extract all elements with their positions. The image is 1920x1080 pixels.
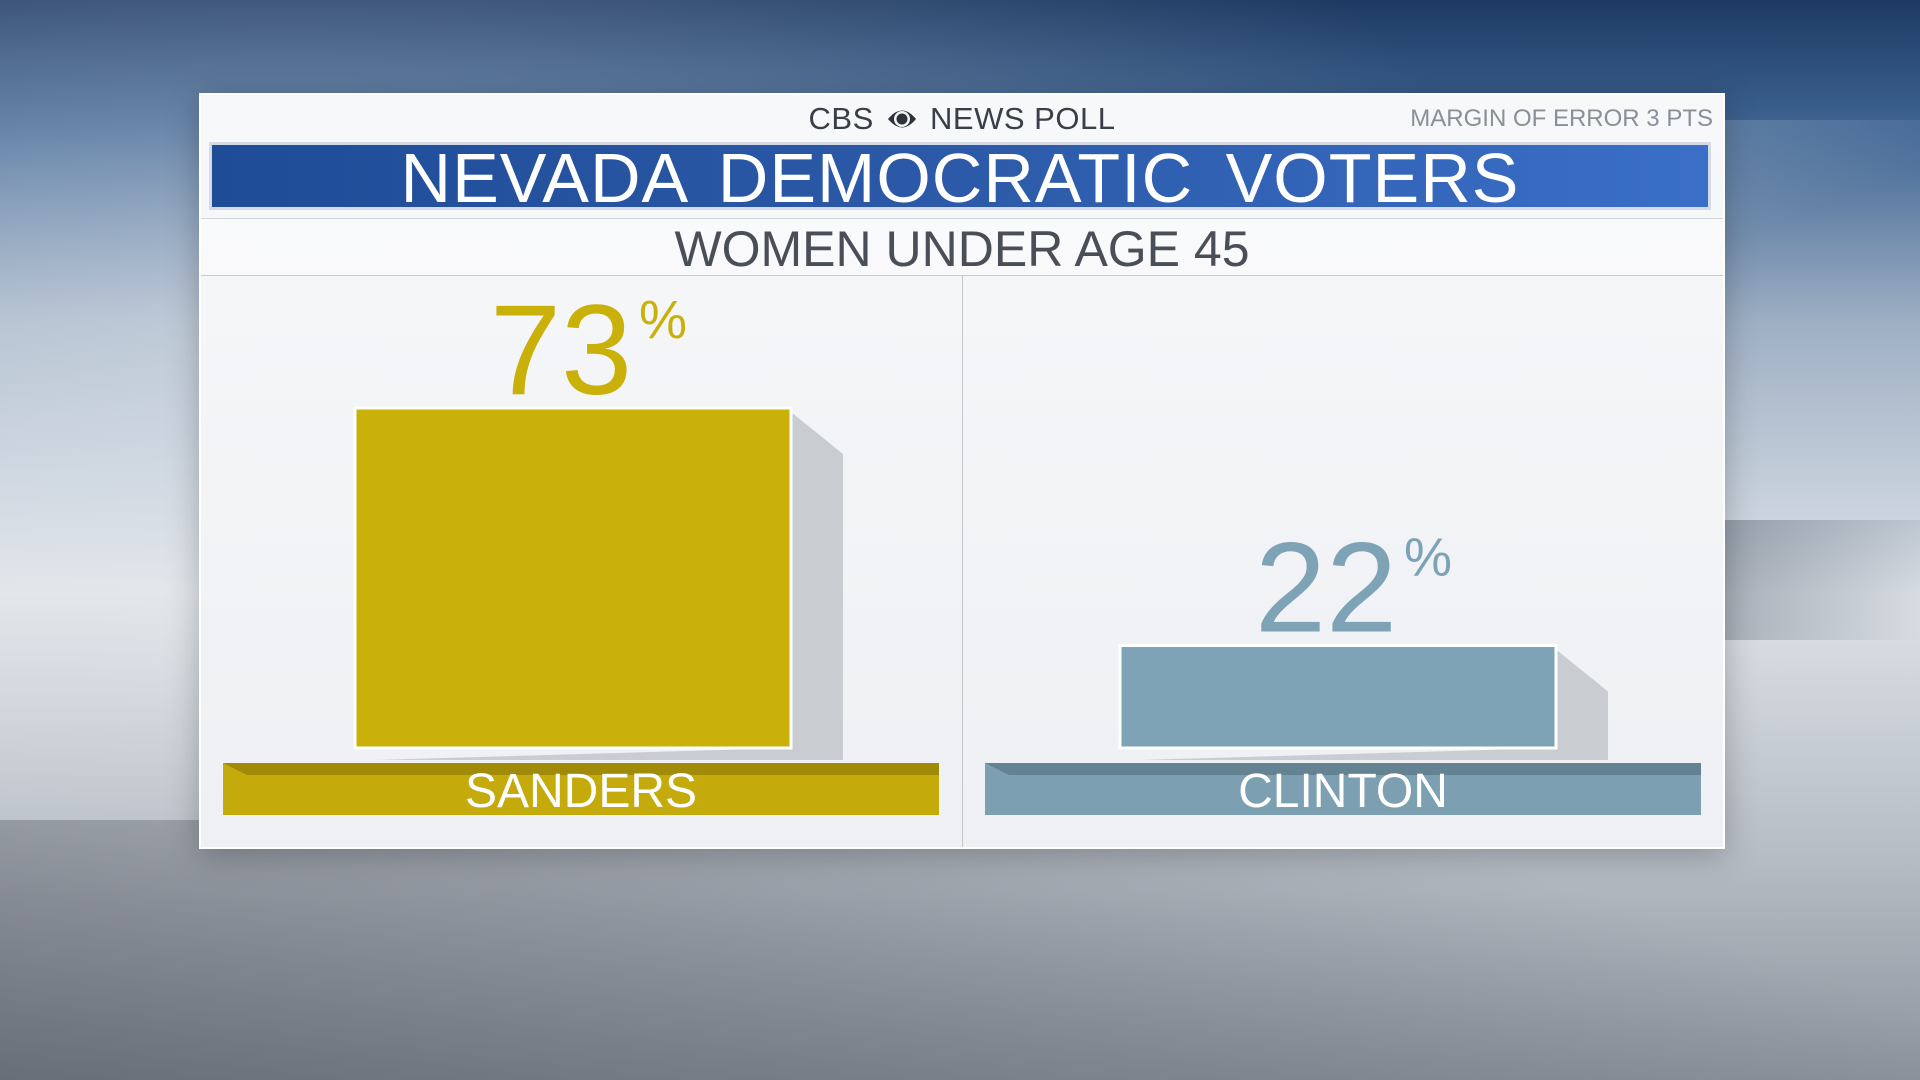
- brand-row: CBS NEWS POLL MARGIN OF ERROR 3 PTS: [201, 95, 1723, 139]
- brand-news-poll: NEWS POLL: [930, 101, 1116, 136]
- sanders-label-bar: [223, 763, 939, 815]
- clinton-bar: [1118, 644, 1558, 750]
- clinton-label-bar-bevel: [985, 763, 1701, 775]
- sanders-bar-shadow: [375, 412, 843, 760]
- sanders-value-label: 73: [490, 279, 632, 422]
- poll-graphic-panel: CBS NEWS POLL MARGIN OF ERROR 3 PTS NEVA…: [199, 93, 1725, 849]
- sanders-label-bar-bevel: [223, 763, 939, 775]
- brand-logo: CBS NEWS POLL: [201, 99, 1723, 139]
- sanders-percent-sign: %: [639, 290, 687, 350]
- sanders-bar: [353, 406, 793, 750]
- background-floor-shape: [0, 820, 1920, 1080]
- clinton-bar-shadow: [1140, 649, 1608, 760]
- chart-title: NEVADA DEMOCRATIC VOTERS: [400, 139, 1520, 217]
- clinton-category-label: CLINTON: [1238, 765, 1448, 818]
- sanders-category-label: SANDERS: [465, 765, 697, 818]
- clinton-percent-sign: %: [1404, 528, 1452, 588]
- subtitle-row: WOMEN UNDER AGE 45: [201, 218, 1723, 277]
- chart-subtitle: WOMEN UNDER AGE 45: [674, 221, 1250, 277]
- clinton-value-label: 22: [1255, 517, 1397, 660]
- bar-chart: 73 % SANDERS 22 % CLINTON: [223, 279, 1701, 818]
- cbs-eye-icon: [887, 110, 916, 128]
- brand-cbs: CBS: [808, 101, 874, 136]
- column-divider: [962, 275, 963, 847]
- background-edge-shape: [1700, 520, 1920, 640]
- clinton-label-bar: [985, 763, 1701, 815]
- title-bar: NEVADA DEMOCRATIC VOTERS: [209, 139, 1711, 217]
- margin-of-error: MARGIN OF ERROR 3 PTS: [1410, 105, 1713, 132]
